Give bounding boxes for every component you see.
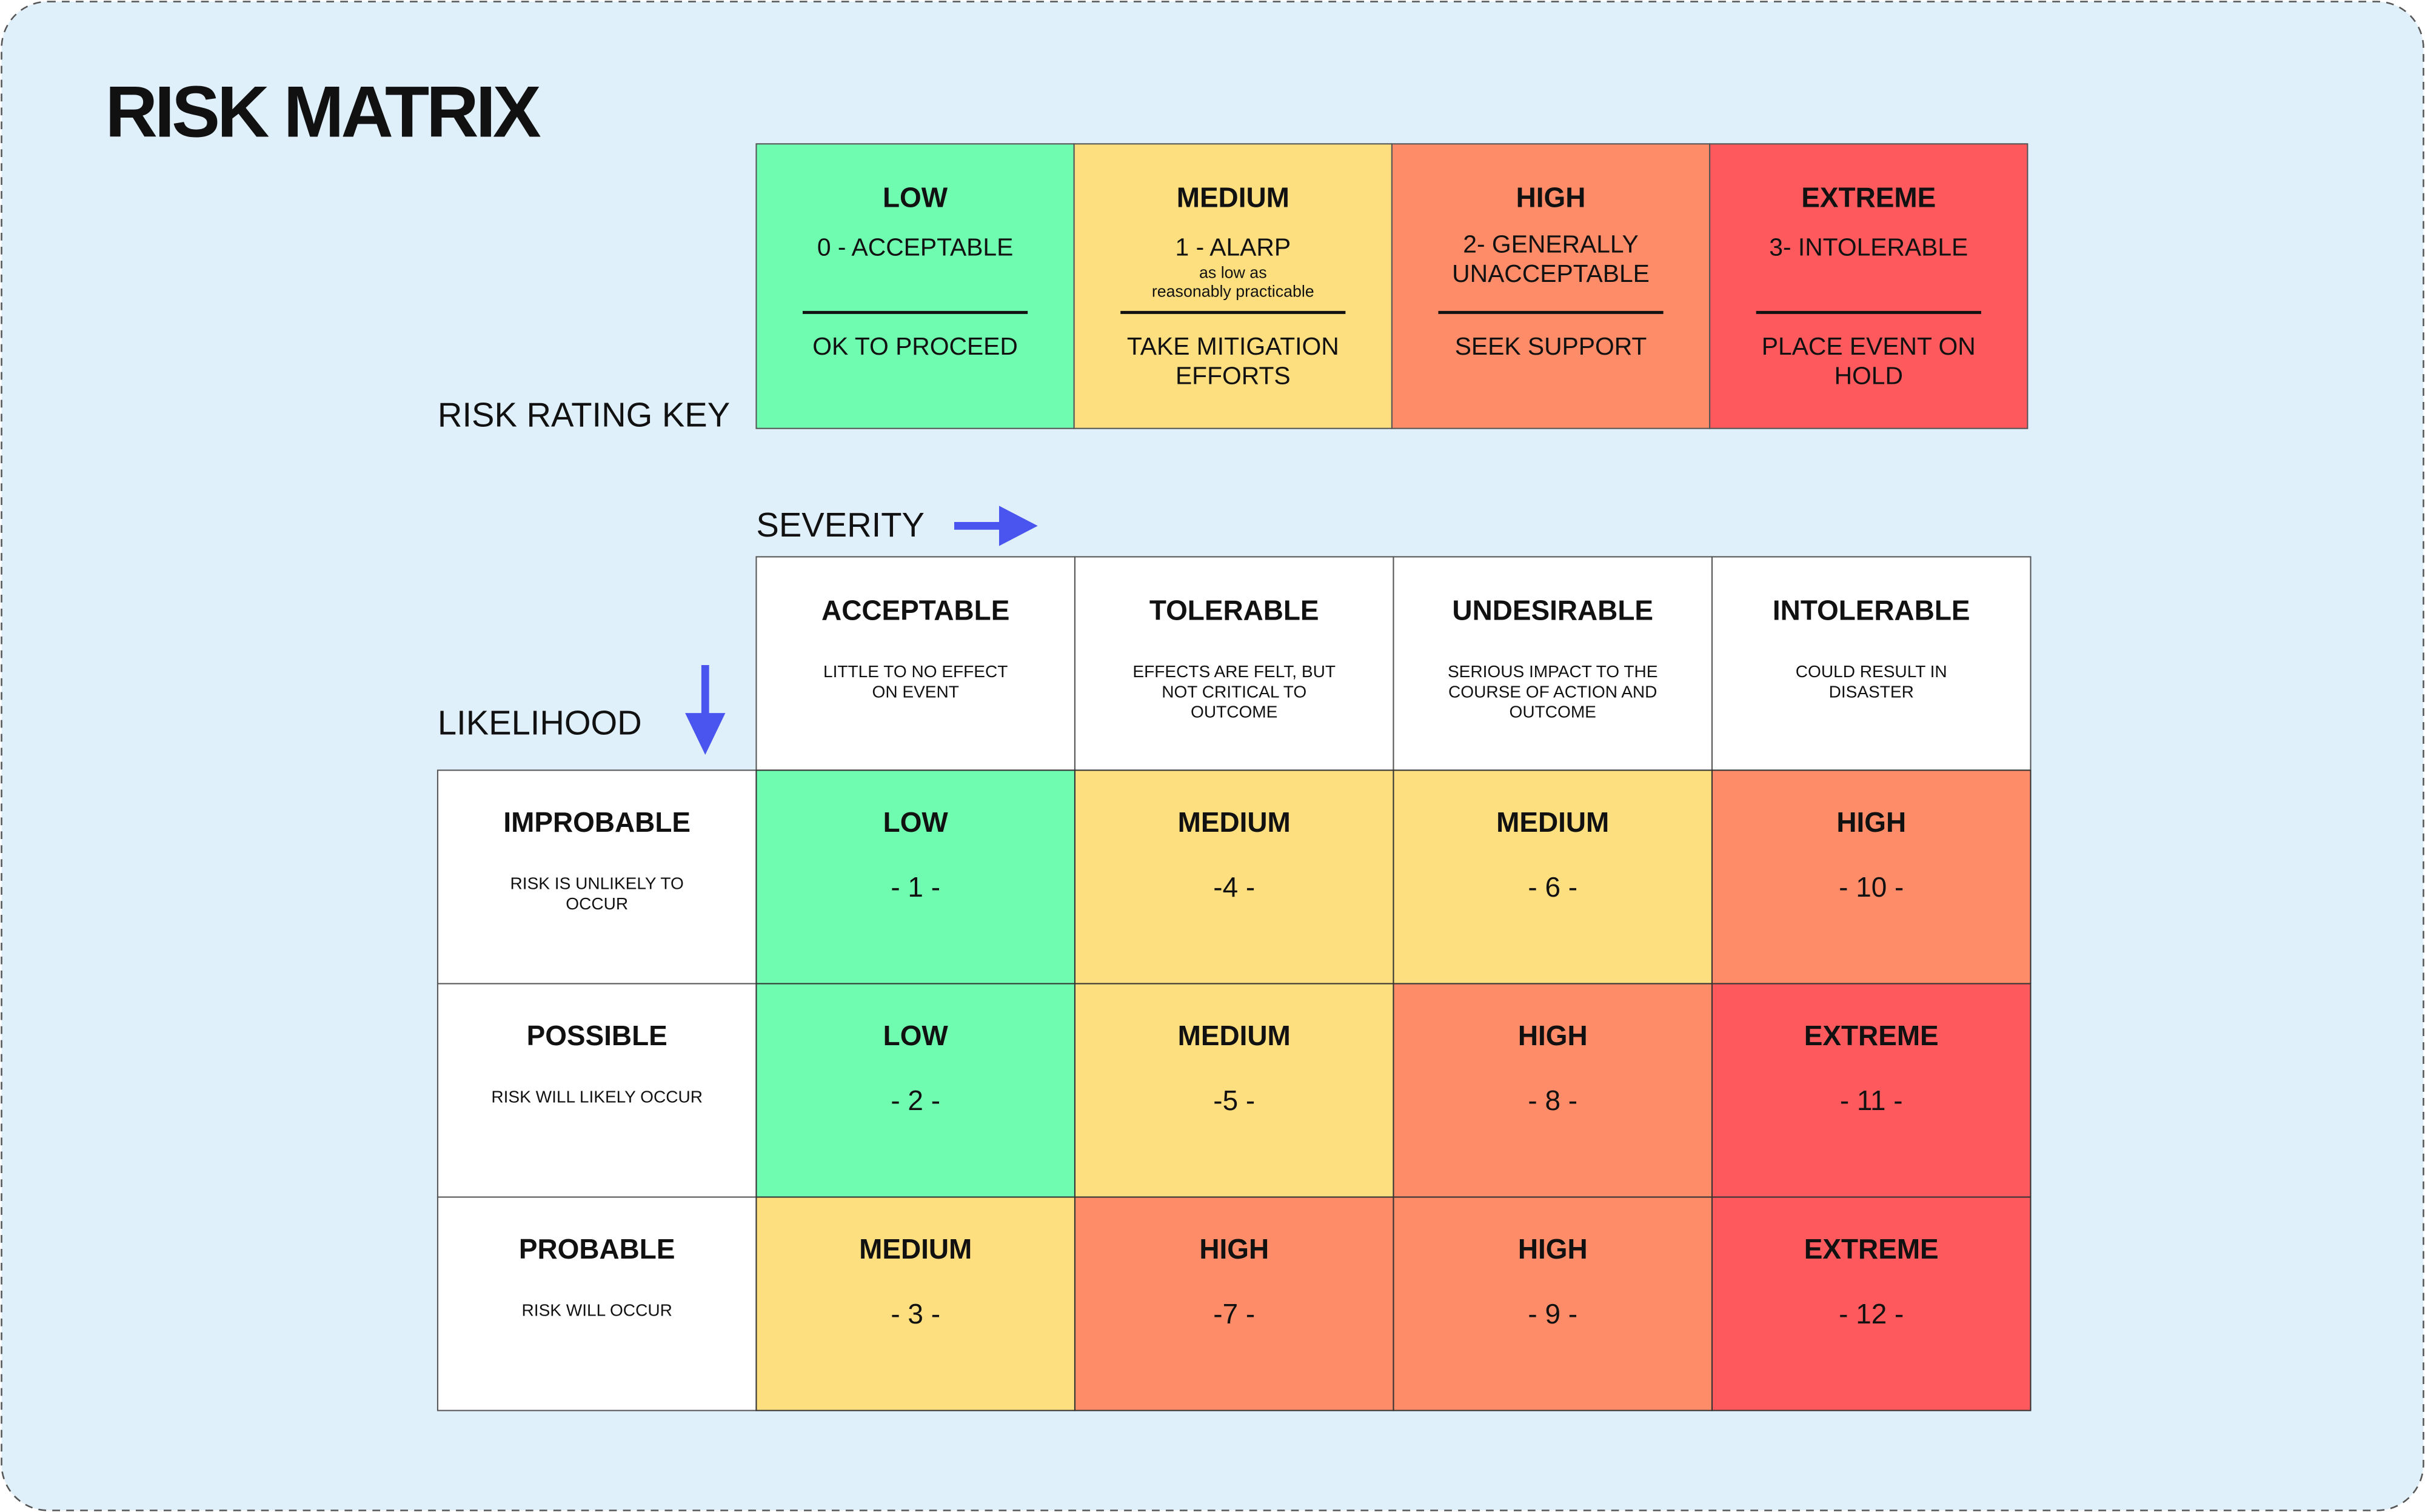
key-note: reasonably practicable — [1152, 282, 1314, 300]
risk-cell — [1393, 983, 1713, 1198]
risk-score: - 10 - — [1839, 871, 1904, 903]
key-cell — [1073, 143, 1393, 429]
key-cell — [755, 143, 1075, 429]
column-desc: SERIOUS IMPACT TO THE — [1448, 662, 1658, 681]
risk-cell — [755, 983, 1075, 1198]
key-note: as low as — [1199, 264, 1267, 282]
column-desc: OUTCOME — [1191, 702, 1277, 721]
key-level: EXTREME — [1801, 181, 1936, 213]
risk-level: MEDIUM — [859, 1233, 972, 1265]
risk-cell — [1711, 983, 2032, 1198]
risk-level: LOW — [883, 1020, 949, 1051]
key-action: OK TO PROCEED — [812, 332, 1018, 360]
key-rating: 2- GENERALLY — [1463, 230, 1638, 258]
row-title: POSSIBLE — [527, 1020, 667, 1051]
risk-score: - 2 - — [891, 1085, 940, 1116]
key-level: HIGH — [1516, 181, 1586, 213]
key-action: PLACE EVENT ON — [1762, 332, 1976, 360]
key-action: TAKE MITIGATION — [1127, 332, 1339, 360]
severity-arrow — [954, 506, 1038, 546]
column-desc: COULD RESULT IN — [1796, 662, 1947, 681]
row-header — [436, 983, 757, 1198]
column-header — [1711, 556, 2032, 771]
risk-level: HIGH — [1518, 1233, 1588, 1265]
key-rating: 1 - ALARP — [1176, 233, 1291, 261]
row-desc: RISK WILL LIKELY OCCUR — [491, 1088, 703, 1106]
key-action: EFFORTS — [1176, 361, 1291, 389]
risk-score: - 6 - — [1528, 871, 1577, 903]
risk-cell — [755, 769, 1075, 985]
key-cell — [1709, 143, 2029, 429]
risk-cell — [755, 1196, 1075, 1411]
column-title: ACCEPTABLE — [821, 594, 1009, 626]
key-level: LOW — [883, 181, 948, 213]
column-header — [1074, 556, 1394, 771]
risk-score: -4 - — [1213, 871, 1255, 903]
key-level: MEDIUM — [1177, 181, 1289, 213]
key-label: RISK RATING KEY — [438, 396, 730, 434]
column-desc: NOT CRITICAL TO — [1162, 682, 1306, 701]
risk-level: LOW — [883, 806, 949, 838]
risk-level: HIGH — [1199, 1233, 1269, 1265]
risk-cell — [1074, 1196, 1394, 1411]
key-rating: UNACCEPTABLE — [1452, 259, 1650, 287]
risk-cell — [1074, 769, 1394, 985]
likelihood-arrow — [685, 665, 726, 755]
column-title: UNDESIRABLE — [1452, 594, 1653, 626]
risk-score: - 1 - — [891, 871, 940, 903]
risk-level: MEDIUM — [1178, 1020, 1291, 1051]
risk-level: HIGH — [1518, 1020, 1588, 1051]
row-title: PROBABLE — [519, 1233, 675, 1265]
column-desc: EFFECTS ARE FELT, BUT — [1132, 662, 1336, 681]
column-desc: LITTLE TO NO EFFECT — [823, 662, 1008, 681]
key-cell — [1391, 143, 1711, 429]
row-desc: RISK WILL OCCUR — [522, 1301, 672, 1320]
key-rating: 3- INTOLERABLE — [1769, 233, 1968, 261]
column-header — [1393, 556, 1713, 771]
row-title: IMPROBABLE — [503, 806, 691, 838]
risk-score: - 9 - — [1528, 1298, 1577, 1330]
risk-score: - 8 - — [1528, 1085, 1577, 1116]
row-desc: RISK IS UNLIKELY TO — [510, 874, 684, 893]
column-desc: COURSE OF ACTION AND — [1448, 682, 1657, 701]
risk-level: EXTREME — [1804, 1233, 1939, 1265]
column-title: TOLERABLE — [1149, 594, 1319, 626]
risk-level: MEDIUM — [1178, 806, 1291, 838]
key-rating: 0 - ACCEPTABLE — [817, 233, 1013, 261]
risk-cell — [1711, 1196, 2032, 1411]
risk-score: - 12 - — [1839, 1298, 1904, 1330]
column-header — [755, 556, 1075, 771]
dynamic-layer: LOW 0 - ACCEPTABLE OK TO PROCEED MEDIUM 1 - … — [436, 143, 2032, 1411]
risk-score: -5 - — [1213, 1085, 1255, 1116]
key-action: SEEK SUPPORT — [1455, 332, 1647, 360]
risk-level: EXTREME — [1804, 1020, 1939, 1051]
column-desc: DISASTER — [1829, 682, 1914, 701]
row-desc: OCCUR — [566, 894, 628, 913]
severity-label: SEVERITY — [756, 506, 925, 544]
page-title: RISK MATRIX — [105, 72, 540, 153]
column-desc: ON EVENT — [872, 682, 959, 701]
risk-level: HIGH — [1836, 806, 1906, 838]
risk-score: - 11 - — [1840, 1085, 1903, 1116]
risk-score: - 3 - — [891, 1298, 940, 1330]
risk-level: MEDIUM — [1496, 806, 1609, 838]
risk-score: -7 - — [1213, 1298, 1255, 1330]
likelihood-label: LIKELIHOOD — [438, 703, 642, 741]
key-action: HOLD — [1835, 361, 1903, 389]
risk-cell — [1393, 1196, 1713, 1411]
column-title: INTOLERABLE — [1773, 594, 1970, 626]
column-desc: OUTCOME — [1510, 702, 1596, 721]
